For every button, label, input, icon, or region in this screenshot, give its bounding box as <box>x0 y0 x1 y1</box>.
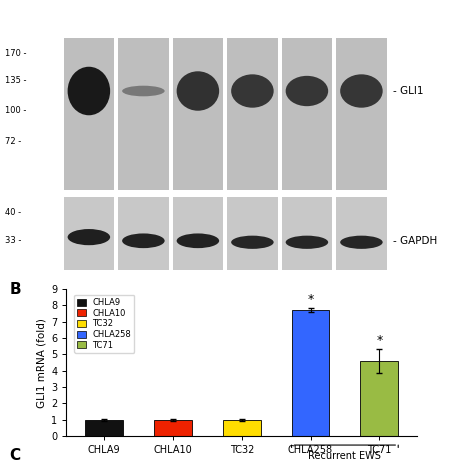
Ellipse shape <box>231 74 273 108</box>
FancyBboxPatch shape <box>64 197 114 270</box>
Bar <box>154 420 192 436</box>
Text: 170 -: 170 - <box>5 49 26 57</box>
FancyBboxPatch shape <box>282 38 332 190</box>
FancyBboxPatch shape <box>227 197 278 270</box>
FancyBboxPatch shape <box>173 38 223 190</box>
Ellipse shape <box>122 234 164 248</box>
Text: 100 -: 100 - <box>5 106 26 115</box>
Ellipse shape <box>340 74 383 108</box>
Text: *: * <box>376 334 383 347</box>
Bar <box>85 420 123 436</box>
Ellipse shape <box>68 67 110 115</box>
Bar <box>223 420 261 436</box>
Ellipse shape <box>340 236 383 249</box>
Text: C: C <box>9 448 20 463</box>
Ellipse shape <box>286 76 328 106</box>
Ellipse shape <box>177 234 219 248</box>
Text: *: * <box>308 292 314 306</box>
FancyBboxPatch shape <box>64 38 114 190</box>
FancyBboxPatch shape <box>173 197 223 270</box>
Text: - GLI1: - GLI1 <box>393 86 424 96</box>
Text: 135 -: 135 - <box>5 76 26 85</box>
FancyBboxPatch shape <box>282 197 332 270</box>
Text: Recurrent EWS: Recurrent EWS <box>309 451 382 461</box>
FancyBboxPatch shape <box>227 38 278 190</box>
Ellipse shape <box>122 86 164 96</box>
Ellipse shape <box>68 229 110 245</box>
FancyBboxPatch shape <box>336 38 387 190</box>
FancyBboxPatch shape <box>118 197 169 270</box>
FancyBboxPatch shape <box>118 38 169 190</box>
Text: 33 -: 33 - <box>5 237 21 245</box>
Text: 40 -: 40 - <box>5 209 21 218</box>
FancyBboxPatch shape <box>336 197 387 270</box>
Text: 72 -: 72 - <box>5 137 21 146</box>
Bar <box>292 310 329 436</box>
Bar <box>360 361 398 436</box>
Ellipse shape <box>231 236 273 249</box>
Ellipse shape <box>286 236 328 249</box>
Ellipse shape <box>177 71 219 111</box>
Text: B: B <box>9 282 21 297</box>
Y-axis label: GLI1 mRNA (fold): GLI1 mRNA (fold) <box>37 318 47 408</box>
Text: - GAPDH: - GAPDH <box>393 236 438 246</box>
Legend: CHLA9, CHLA10, TC32, CHLA258, TC71: CHLA9, CHLA10, TC32, CHLA258, TC71 <box>74 295 135 353</box>
